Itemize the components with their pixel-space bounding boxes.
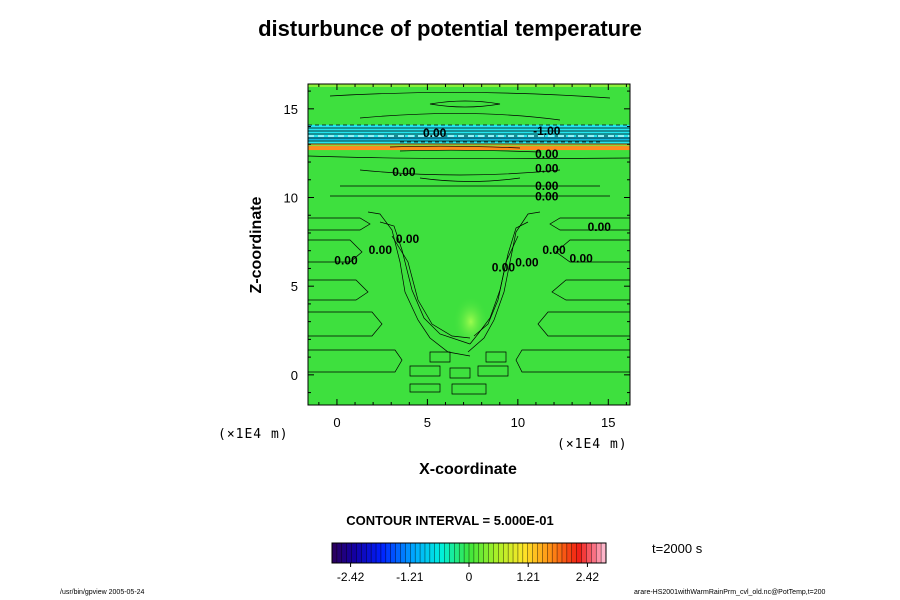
x-tick-label: 10 [511,415,525,430]
footer-left: /usr/bin/gpview 2005-05-24 [60,589,145,596]
contour-line [379,221,471,345]
contour-line [359,113,561,121]
contour-line [449,367,471,379]
warm-band [308,146,630,151]
x-axis-unit: (×1E4 m) [557,437,628,452]
contour-line [451,383,487,395]
contour-label: 0.00 [396,232,420,246]
contour-label: 0.00 [334,254,358,268]
contour-label: 0.00 [392,165,416,179]
y-tick-label: 0 [291,368,298,383]
contour-label: 0.00 [423,126,447,140]
contour-line [391,235,471,339]
contour-label: 0.00 [535,179,559,193]
contour-label: 0.00 [535,161,559,175]
y-tick-label: 10 [284,191,298,206]
contour-label-layer: 0.00 -1.000.000.000.000.000.000.000.000.0… [334,124,611,275]
x-tick-label: 5 [424,415,431,430]
plot-frame [307,83,631,406]
contour-line [409,365,441,377]
chart-title: disturbunce of potential temperature [258,16,642,41]
contour-line [551,279,630,301]
y-axis-label: Z-coordinate [248,196,265,294]
contour-line [467,211,541,353]
contour-label: 0.00 [569,252,593,266]
contour-line [308,349,403,373]
y-axis-unit: (×1E4 m) [218,427,289,442]
contour-label: 0.00 [492,261,516,275]
contour-line [555,239,630,263]
warm-bubble [452,295,489,348]
contour-label: 0.00 [542,243,566,257]
contour-label: 0.00 [535,190,559,204]
contour-line [308,239,363,263]
field-layer [308,84,630,405]
contour-line [473,235,519,337]
contour-label: -1.00 [533,124,561,138]
y-tick-label: 15 [284,102,298,117]
footer-right: arare-HS2001withWarmRainPrm_cvl_old.nc@P… [634,589,826,596]
warm-band-edge [308,143,630,146]
contour-line [537,311,630,337]
contour-line [329,92,611,99]
x-axis-label: X-coordinate [419,461,517,478]
contour-line [477,365,509,377]
contour-line [307,155,631,160]
contour-line [429,100,501,108]
contour-interval-label: CONTOUR INTERVAL = 5.000E-01 [346,513,554,528]
contour-line [429,351,451,363]
contour-line [308,217,371,231]
x-tick-label: 15 [601,415,615,430]
contour-line [485,351,507,363]
contour-line [359,169,561,176]
contour-label: 0.00 [535,147,559,161]
y-tick-label: 5 [291,279,298,294]
contour-label: 0.00 [588,220,612,234]
contour-line [419,177,521,182]
contour-label: 0.00 [369,243,393,257]
contour-label: 0.00 [515,255,539,269]
time-label: t=2000 s [652,541,703,556]
axis-layer: 0 5 10 15 0 5 10 15 [284,83,631,430]
contour-line [389,145,521,149]
cold-band-core [308,137,630,141]
contour-line [367,211,471,357]
contour-layer [307,92,631,395]
contour-line [549,217,630,231]
contour-line [409,383,441,393]
top-strip [308,84,630,87]
x-tick-label: 0 [333,415,340,430]
contour-line [308,279,369,301]
contour-line [308,311,383,337]
contour-line [515,349,630,373]
contour-line [399,149,541,153]
